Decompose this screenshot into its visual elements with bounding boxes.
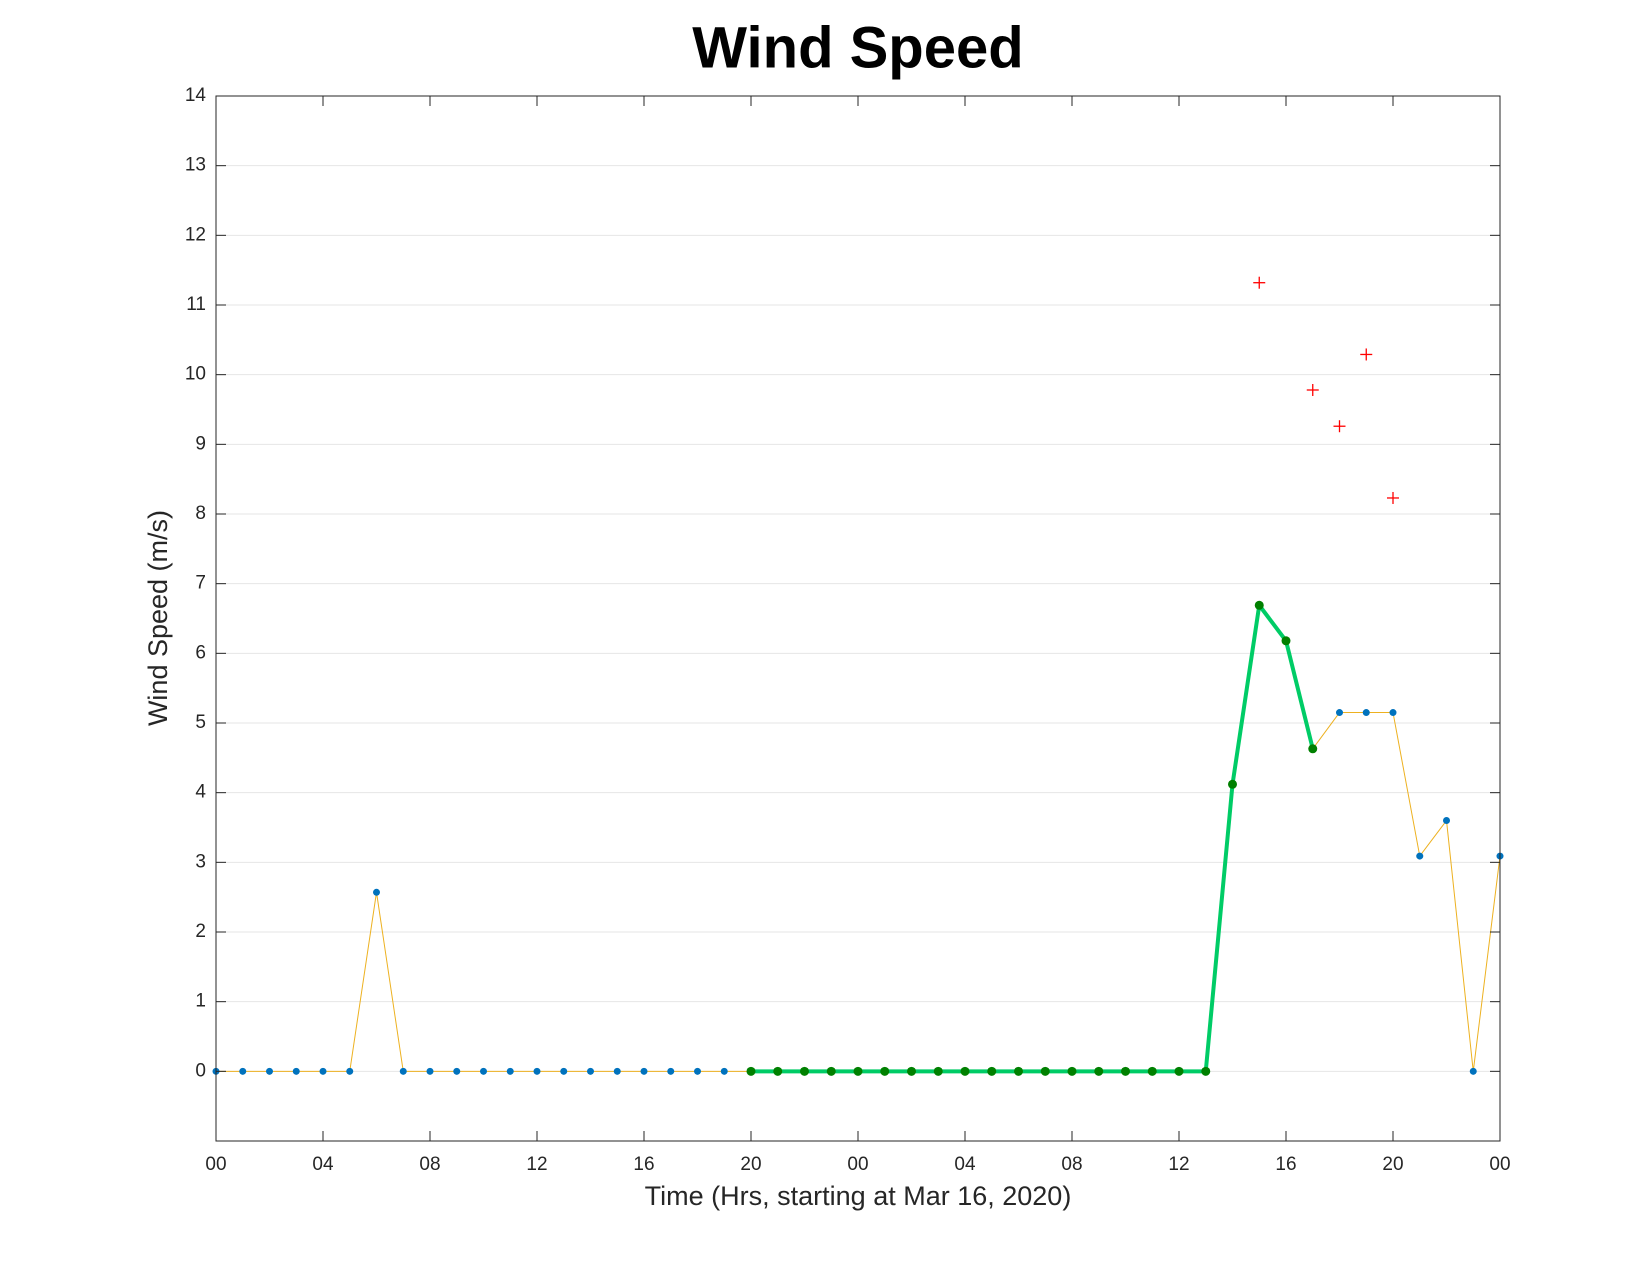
y-tick-label: 11 xyxy=(186,294,206,315)
y-tick-label: 13 xyxy=(185,155,206,176)
data-point xyxy=(694,1067,701,1075)
data-point xyxy=(480,1067,487,1075)
plus-marker xyxy=(1306,383,1319,396)
data-point xyxy=(1201,1066,1211,1076)
data-point xyxy=(1443,817,1450,825)
plus-marker xyxy=(1253,276,1266,289)
data-point xyxy=(1362,709,1370,717)
data-point xyxy=(1469,1067,1477,1075)
data-point xyxy=(667,1067,675,1075)
data-point xyxy=(319,1067,327,1075)
grid-layer xyxy=(216,95,1500,1072)
x-tick-label: 20 xyxy=(740,1154,761,1175)
x-tick-label: 20 xyxy=(1382,1154,1403,1175)
data-point xyxy=(1254,600,1264,610)
plus-marker xyxy=(1333,420,1346,433)
data-point xyxy=(880,1066,890,1076)
data-point xyxy=(1228,779,1237,789)
y-tick-label: 4 xyxy=(195,782,206,803)
data-point xyxy=(1336,709,1343,717)
data-point xyxy=(933,1066,943,1076)
data-point xyxy=(587,1067,594,1075)
data-point xyxy=(853,1066,863,1076)
x-tick-label: 12 xyxy=(1168,1154,1189,1175)
data-point xyxy=(800,1066,809,1076)
plot-layer xyxy=(212,276,1504,1076)
series-line xyxy=(751,603,1315,1074)
data-point xyxy=(1147,1066,1157,1076)
data-point xyxy=(720,1067,728,1075)
data-point xyxy=(346,1067,354,1075)
data-point xyxy=(987,1066,997,1076)
data-point xyxy=(373,888,380,896)
data-point xyxy=(826,1066,836,1076)
x-tick-label: 00 xyxy=(205,1154,226,1175)
plus-marker xyxy=(1387,491,1399,504)
y-tick-label: 1 xyxy=(195,991,206,1012)
data-point xyxy=(613,1067,621,1075)
data-point xyxy=(426,1067,434,1075)
data-point xyxy=(1308,744,1318,754)
x-tick-label: 00 xyxy=(847,1154,868,1175)
data-point xyxy=(1067,1066,1077,1076)
y-tick-label: 12 xyxy=(185,224,206,245)
y-tick-label: 9 xyxy=(195,433,206,454)
y-tick-label: 5 xyxy=(195,712,206,733)
y-tick-label: 3 xyxy=(195,851,206,872)
data-point xyxy=(239,1067,247,1075)
y-tick-label: 2 xyxy=(195,921,206,942)
data-point xyxy=(1281,636,1291,646)
x-tick-label: 08 xyxy=(1061,1154,1082,1175)
y-tick-label: 0 xyxy=(195,1060,206,1081)
chart-title: Wind Speed xyxy=(692,15,1023,80)
data-point xyxy=(533,1067,541,1075)
x-tick-label: 04 xyxy=(954,1154,976,1175)
data-point xyxy=(1094,1066,1104,1076)
data-point xyxy=(266,1067,273,1075)
data-point xyxy=(399,1067,407,1075)
x-tick-label: 16 xyxy=(1275,1154,1296,1175)
data-point xyxy=(773,1066,783,1076)
data-point xyxy=(560,1067,568,1075)
data-point xyxy=(453,1067,461,1075)
data-point xyxy=(292,1067,300,1075)
x-tick-label: 08 xyxy=(419,1154,440,1175)
data-point xyxy=(1416,852,1424,860)
y-tick-label: 8 xyxy=(195,503,206,524)
data-point xyxy=(960,1066,970,1076)
x-axis-label: Time (Hrs, starting at Mar 16, 2020) xyxy=(645,1181,1072,1211)
y-axis-label: Wind Speed (m/s) xyxy=(143,510,173,726)
x-tick-label: 00 xyxy=(1489,1154,1510,1175)
data-point xyxy=(506,1067,514,1075)
y-tick-label: 10 xyxy=(185,364,206,385)
y-tick-label: 6 xyxy=(195,642,206,663)
y-tick-label: 7 xyxy=(195,573,206,594)
data-point xyxy=(1040,1066,1050,1076)
y-tick-label: 14 xyxy=(185,85,207,106)
data-point xyxy=(1174,1066,1184,1076)
data-point xyxy=(1014,1066,1023,1076)
data-point xyxy=(907,1066,916,1076)
data-point xyxy=(746,1066,756,1076)
x-tick-label: 12 xyxy=(526,1154,547,1175)
data-point xyxy=(1389,709,1397,717)
plus-marker xyxy=(1360,348,1373,361)
x-tick-label: 04 xyxy=(312,1154,334,1175)
x-tick-label: 16 xyxy=(633,1154,654,1175)
data-point xyxy=(640,1067,648,1075)
data-point xyxy=(1121,1066,1130,1076)
